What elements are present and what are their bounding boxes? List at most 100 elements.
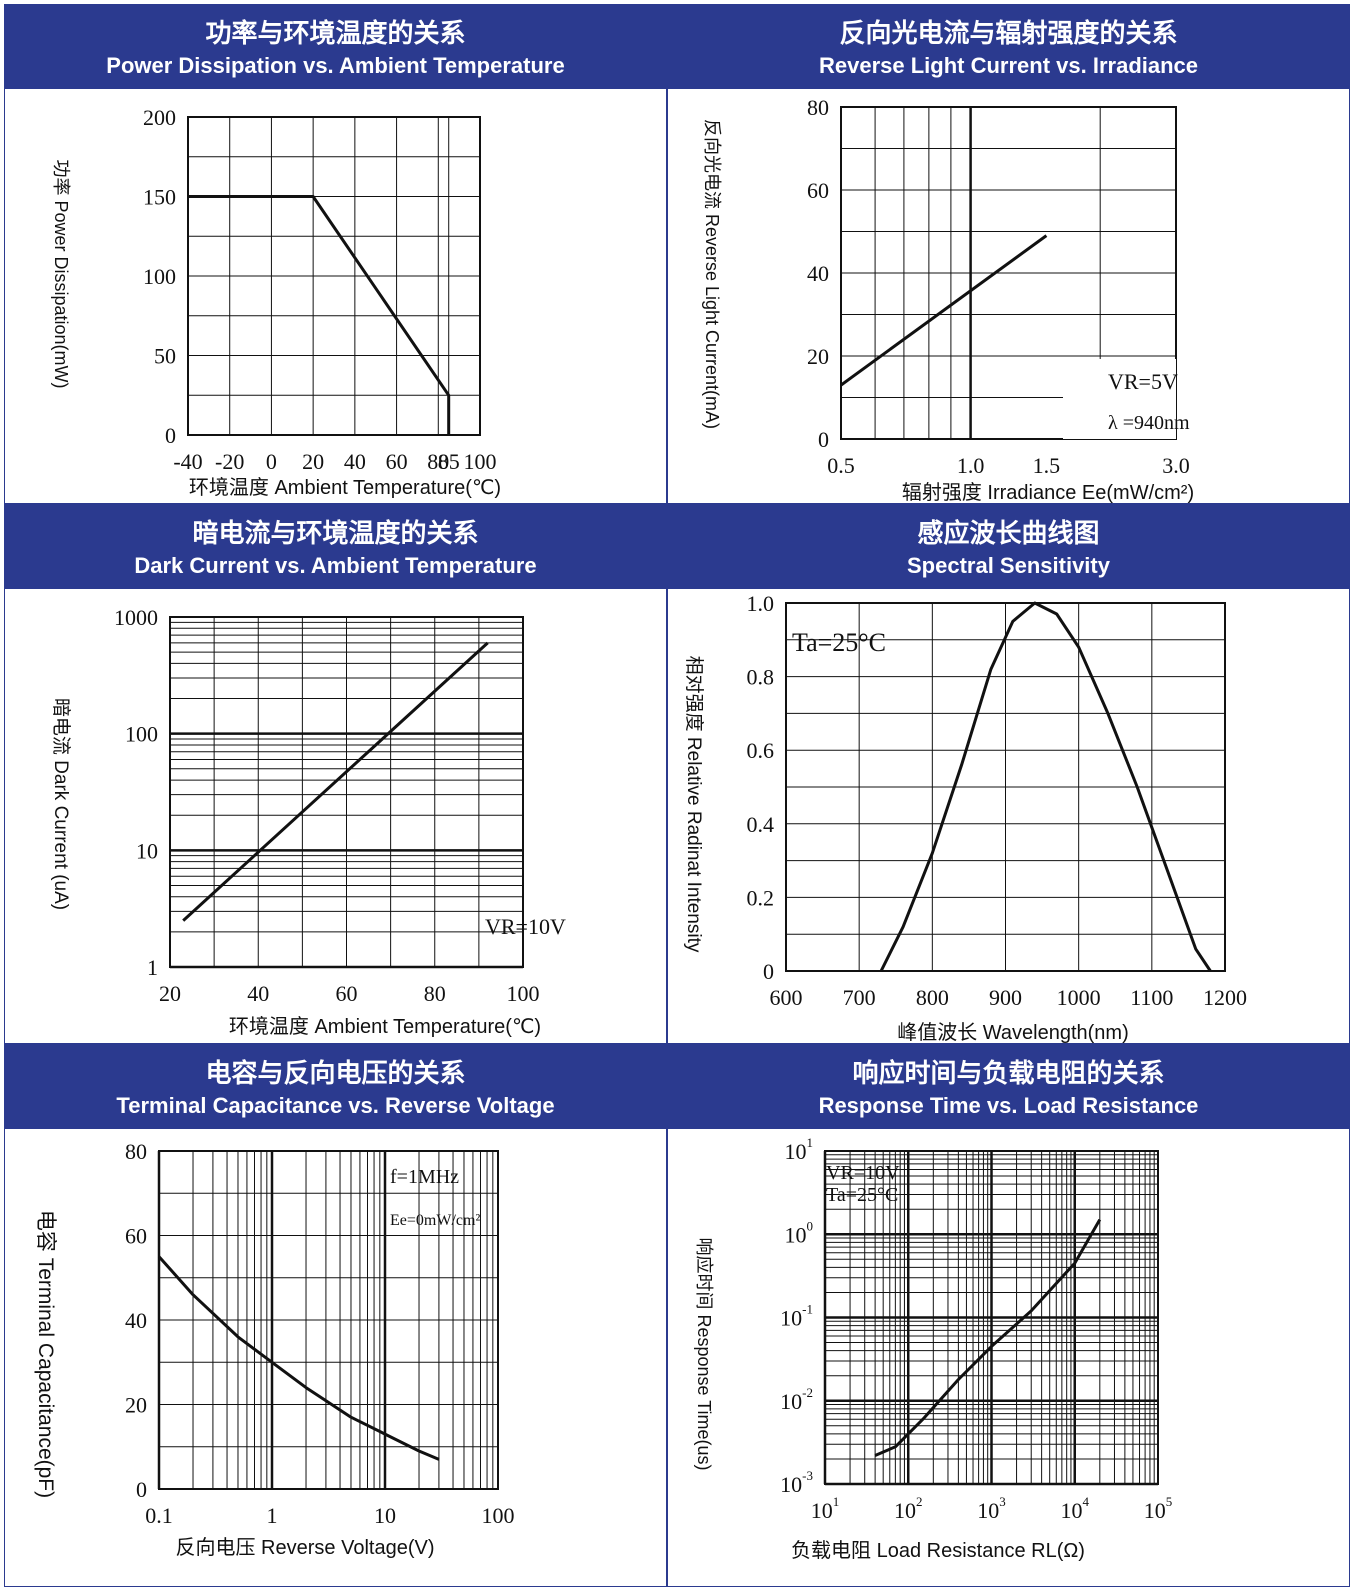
y-axis-label: 暗电流 Dark Current (uA) [50,698,72,910]
x-tick-label: 60 [386,449,408,474]
annotation-label: Ta=25°C [792,628,886,657]
y-tick-label: 40 [125,1308,147,1333]
chart-panel-power: 功率与环境温度的关系 Power Dissipation vs. Ambient… [4,4,667,504]
x-tick-label: 40 [344,449,366,474]
x-tick-label: 101 [811,1494,840,1523]
x-tick-label: 20 [159,981,181,1006]
y-tick-label: 20 [125,1393,147,1418]
plot-frame [158,1150,499,1490]
x-tick-label: 100 [482,1503,515,1528]
y-tick-label: 50 [154,344,176,369]
x-tick-label: -20 [215,449,244,474]
y-tick-label: 10-2 [780,1385,813,1414]
chart-title-cn: 电容与反向电压的关系 [205,1059,466,1089]
y-tick-label: 100 [125,722,158,747]
x-tick-label: 104 [1061,1494,1090,1523]
y-tick-label: 150 [143,185,176,210]
chart-panel-dark-current: 暗电流与环境温度的关系 Dark Current vs. Ambient Tem… [4,504,667,1044]
series-line [840,234,1048,387]
y-axis-label: 响应时间 Response Time(us) [694,1237,714,1470]
chart-plot: 20 40 60 80 100 1 10 100 1000 VR=10V 环境温度 Ambient … [50,605,566,1038]
x-tick-label: 85 [438,449,460,474]
chart-plot: 0.5 1.0 1.5 3.0 0 20 40 60 80 VR=5V λ =940nm 辐射强度 I… [702,95,1194,503]
x-tick-label: 60 [336,981,358,1006]
y-tick-label: 80 [807,95,829,120]
y-tick-label: 0 [165,423,176,448]
plot-frame [824,1150,1159,1485]
x-tick-label: 105 [1144,1494,1173,1523]
y-tick-label: 10-1 [780,1302,813,1331]
plot-frame [169,616,524,968]
x-tick-label: 0.5 [827,453,855,478]
chart-plot: 0.1 1 10 100 0 20 40 60 80 f=1MHz Ee=0mW/cm² 反向电压 R… [34,1139,515,1559]
annotation-label: Ee=0mW/cm² [390,1212,480,1229]
x-tick-label: 700 [843,985,876,1010]
plot-frame [785,602,1226,972]
series-line [157,1255,440,1461]
x-tick-label: 80 [427,449,449,474]
y-tick-label: 0 [763,959,774,984]
y-tick-label: 0.2 [747,885,775,910]
chart-title-cn: 响应时间与负载电阻的关系 [852,1059,1165,1089]
plot-frame [187,116,481,436]
chart-title-cn: 感应波长曲线图 [917,519,1100,549]
y-tick-label: 0.8 [747,665,775,690]
y-tick-label: 0.6 [747,738,775,763]
chart-plot: 600 700 800 900 1000 1100 1200 0 0.2 0.4 0.6 0.8 1.0… [683,591,1247,1043]
y-tick-label: 100 [785,1218,814,1247]
series-line [182,641,489,922]
x-tick-label: 0.1 [145,1503,173,1528]
y-tick-label: 60 [807,178,829,203]
x-axis-label: 峰值波长 Wavelength(nm) [897,1021,1129,1043]
y-tick-label: 60 [125,1224,147,1249]
chart-header: 反向光电流与辐射强度的关系 Reverse Light Current vs. … [668,5,1349,89]
x-tick-label: 10 [374,1503,396,1528]
y-tick-label: 10 [136,838,158,863]
y-tick-label: 0 [136,1477,147,1502]
x-tick-label: 1200 [1203,985,1247,1010]
x-axis-label: 负载电阻 Load Resistance RL(Ω) [791,1539,1085,1562]
annotation-label: f=1MHz [390,1166,459,1188]
chart-header: 响应时间与负载电阻的关系 Response Time vs. Load Resi… [668,1045,1349,1129]
y-tick-label: 100 [143,264,176,289]
x-axis-label: 环境温度 Ambient Temperature(℃) [189,476,501,499]
y-axis-label: 电容 Terminal Capacitance(pF) [34,1210,57,1498]
y-tick-label: 1000 [114,605,158,630]
chart-title-cn: 功率与环境温度的关系 [205,19,466,49]
plot-frame [840,106,1177,440]
x-tick-label: 100 [464,449,497,474]
x-tick-label: 20 [302,449,324,474]
x-tick-label: 100 [507,981,540,1006]
y-tick-label: 101 [785,1135,814,1164]
annotation-label: λ =940nm [1108,412,1190,434]
chart-header: 暗电流与环境温度的关系 Dark Current vs. Ambient Tem… [5,505,666,589]
x-tick-label: 600 [770,985,803,1010]
chart-panel-capacitance: 电容与反向电压的关系 Terminal Capacitance vs. Reve… [4,1044,667,1587]
y-axis-label: 反向光电流 Reverse Light Current(mA) [702,119,722,429]
x-tick-label: -40 [173,449,202,474]
x-tick-label: 1.0 [957,453,985,478]
x-tick-label: 103 [977,1494,1006,1523]
annotation-label: VR=5V [1108,369,1178,394]
y-tick-label: 20 [807,344,829,369]
x-tick-label: 1100 [1130,985,1173,1010]
series-line [874,1218,1102,1457]
chart-header: 感应波长曲线图 Spectral Sensitivity [668,505,1349,589]
y-axis-label: 功率 Power Dissipation(mW) [51,159,71,388]
chart-panel-spectral: 感应波长曲线图 Spectral Sensitivity 600 700 800 90… [667,504,1350,1044]
series-line [188,195,451,435]
x-tick-label: 0 [266,449,277,474]
chart-title-en: Power Dissipation vs. Ambient Temperatur… [106,53,565,78]
annotation-label: VR=10V [826,1162,900,1184]
x-axis-label: 辐射强度 Irradiance Ee(mW/cm²) [902,481,1194,503]
x-tick-label: 1000 [1057,985,1101,1010]
y-tick-label: 0.4 [747,812,775,837]
chart-panel-light-current: 反向光电流与辐射强度的关系 Reverse Light Current vs. … [667,4,1350,504]
x-tick-label: 80 [424,981,446,1006]
series-line [879,601,1212,972]
chart-title-en: Response Time vs. Load Resistance [818,1093,1199,1118]
y-tick-label: 80 [125,1139,147,1164]
x-axis-label: 反向电压 Reverse Voltage(V) [176,1536,435,1559]
chart-header: 功率与环境温度的关系 Power Dissipation vs. Ambient… [5,5,666,89]
annotation-bg [1063,359,1176,439]
